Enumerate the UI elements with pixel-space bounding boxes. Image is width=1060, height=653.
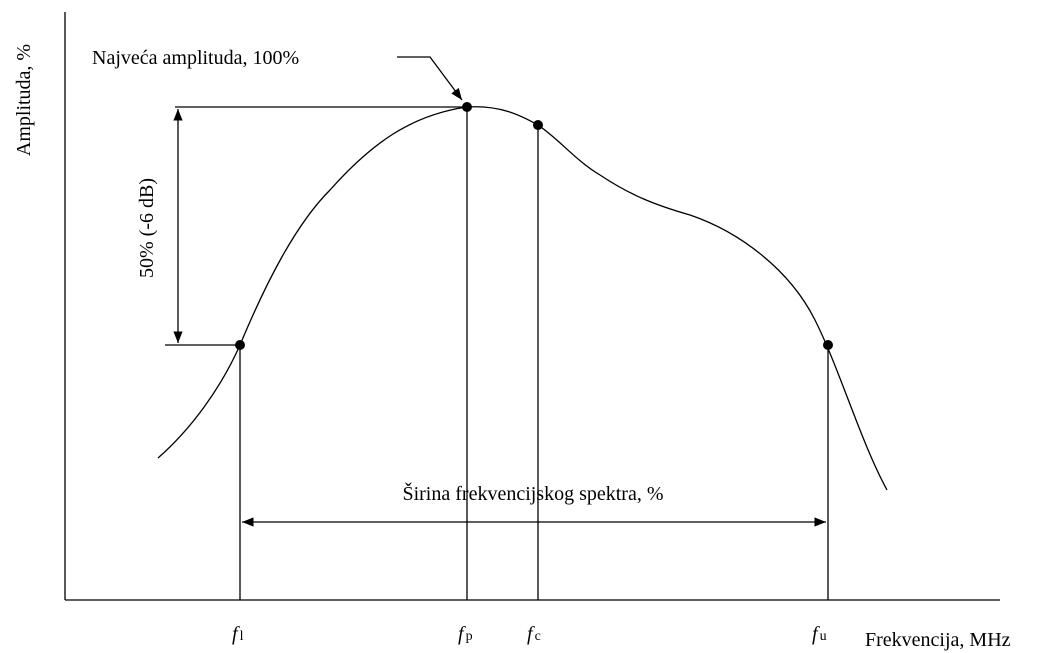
- spectrum-curve: [157, 106, 888, 491]
- point: [533, 120, 543, 130]
- marker-symbol: f: [232, 623, 240, 645]
- bandwidth-label: Širina frekvencijskog spektra, %: [402, 481, 663, 505]
- point: [462, 102, 472, 112]
- marker-subscript: l: [240, 629, 244, 644]
- marker-subscript: c: [535, 629, 541, 644]
- half-label: 50% (-6 dB): [136, 178, 158, 278]
- marker-subscript: u: [820, 629, 827, 644]
- peak-leader: [397, 56, 463, 101]
- marker-symbol: f: [458, 623, 466, 645]
- point: [823, 340, 833, 350]
- x-axis-label: Frekvencija, MHz: [865, 629, 1011, 651]
- marker-symbol: f: [527, 623, 535, 645]
- point: [235, 340, 245, 350]
- peak-label: Najveća amplituda, 100%: [92, 47, 299, 69]
- marker-symbol: f: [812, 623, 820, 645]
- marker-subscript: p: [466, 629, 473, 644]
- y-axis-label: Amplituda, %: [13, 44, 35, 156]
